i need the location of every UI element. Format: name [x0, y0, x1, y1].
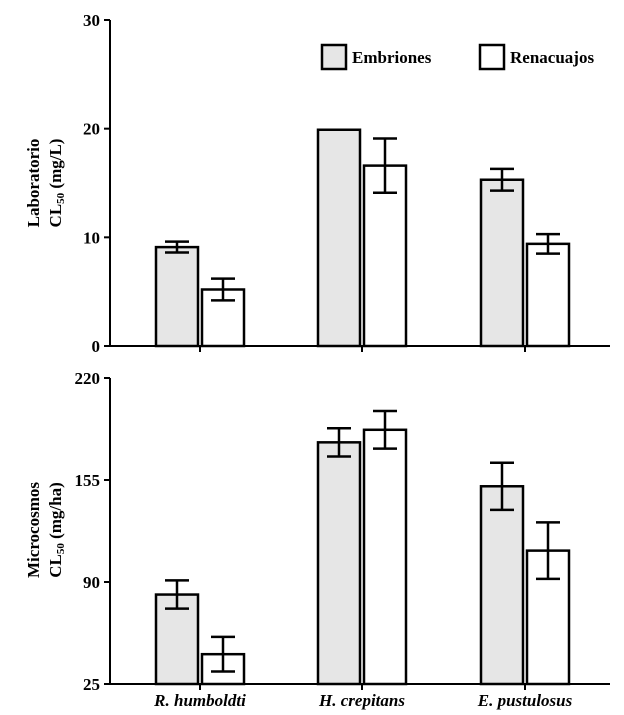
bar-embriones-2 — [316, 441, 362, 686]
x-category-label: H. crepitans — [318, 691, 405, 710]
bar-embriones-3 — [479, 178, 525, 348]
y-axis-title-line1: Microcosmos — [24, 482, 43, 578]
bar-embriones-1 — [154, 245, 200, 348]
legend-label-embriones: Embriones — [352, 48, 432, 67]
y-tick-label: 20 — [83, 120, 100, 139]
y-tick-label: 155 — [75, 471, 101, 490]
y-tick-label: 25 — [83, 675, 100, 694]
y-tick-label: 10 — [83, 228, 100, 247]
category-labels: R. humboldti H. crepitans E. pustulosus — [153, 691, 572, 710]
y-tick-label: 90 — [83, 573, 100, 592]
panel-laboratorio: 0 10 20 30 Laboratorio CL50 (mg/L) — [24, 11, 610, 356]
x-category-label: R. humboldti — [153, 691, 246, 710]
y-tick-label: 30 — [83, 11, 100, 30]
bar-embriones-2 — [316, 128, 362, 348]
bar-embriones-3 — [479, 485, 525, 686]
y-axis-title: Laboratorio CL50 (mg/L) — [24, 139, 67, 228]
legend: Embriones Renacuajos — [320, 43, 594, 71]
bar-renacuajos-2 — [362, 428, 408, 686]
legend-swatch-renacuajos — [478, 43, 506, 71]
legend-label-renacuajos: Renacuajos — [510, 48, 594, 67]
panel-microcosmos: 25 90 155 220 Microcosmos CL50 (mg/ha) — [24, 369, 610, 694]
legend-swatch-embriones — [320, 43, 348, 71]
x-category-label: E. pustulosus — [477, 691, 573, 710]
y-axis-title: Microcosmos CL50 (mg/ha) — [24, 482, 67, 578]
y-tick-label: 0 — [92, 337, 101, 356]
y-axis-title-line2: CL50 (mg/ha) — [46, 482, 67, 578]
y-tick-label: 220 — [75, 369, 101, 388]
bar-renacuajos-3 — [525, 242, 571, 348]
y-axis-title-line1: Laboratorio — [24, 139, 43, 228]
y-axis-title-line2: CL50 (mg/L) — [46, 139, 67, 228]
